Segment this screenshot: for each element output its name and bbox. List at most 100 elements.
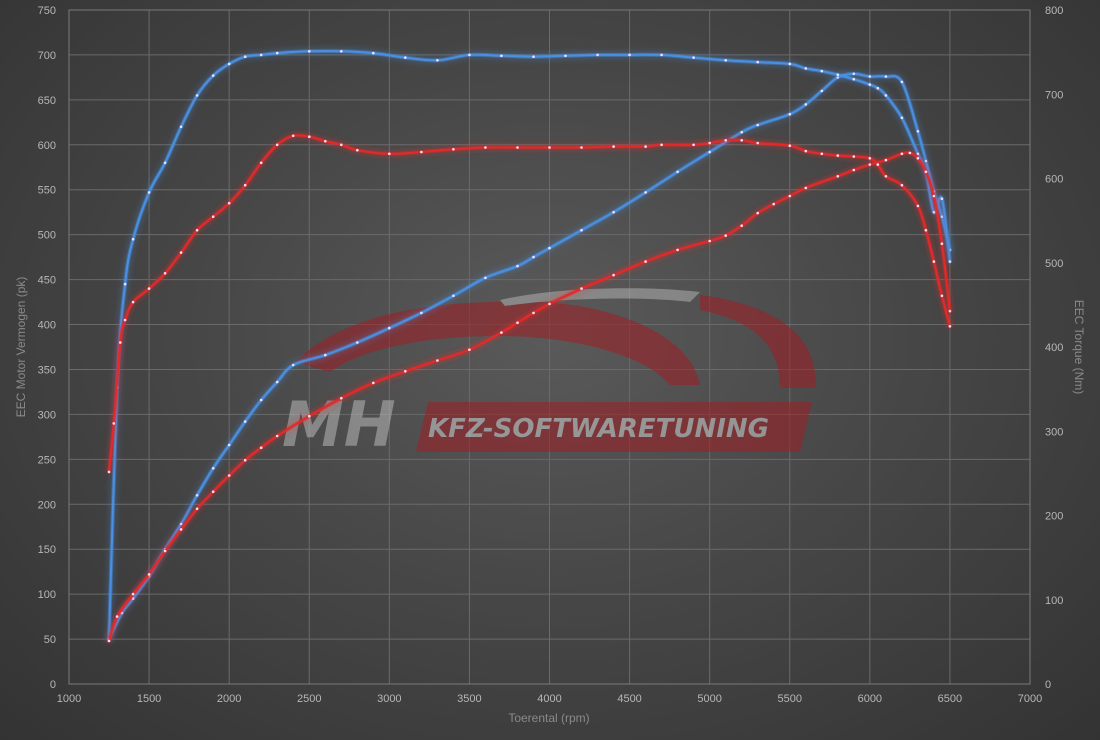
- data-point: [163, 272, 167, 275]
- data-point: [876, 86, 880, 90]
- y-tick-label-right: 500: [1045, 258, 1063, 270]
- data-point: [243, 420, 247, 423]
- data-point: [644, 145, 647, 148]
- y-tick-label-right: 0: [1045, 679, 1051, 691]
- data-point: [916, 157, 920, 160]
- data-point: [932, 260, 936, 263]
- data-point: [532, 55, 535, 58]
- data-point: [940, 294, 944, 298]
- data-point: [836, 154, 840, 157]
- x-axis-title: Toerental (rpm): [508, 711, 589, 725]
- data-point: [291, 363, 295, 367]
- y-tick-label-right: 400: [1045, 342, 1063, 354]
- data-point: [580, 228, 583, 232]
- data-point: [940, 242, 944, 245]
- data-point: [628, 53, 631, 57]
- series-glow: [107, 71, 952, 642]
- data-point: [820, 89, 824, 93]
- data-point: [884, 94, 888, 97]
- series-line: [108, 151, 951, 642]
- data-point: [932, 194, 936, 198]
- data-point: [900, 116, 904, 120]
- data-point: [452, 148, 455, 151]
- data-point: [900, 183, 904, 187]
- data-point: [740, 139, 743, 142]
- data-point: [948, 260, 952, 263]
- y-tick-label-right: 800: [1045, 5, 1063, 17]
- data-point: [900, 152, 904, 156]
- data-point: [836, 175, 840, 178]
- data-point: [644, 260, 647, 263]
- data-point: [107, 639, 111, 643]
- data-point: [259, 53, 263, 57]
- data-point: [852, 77, 856, 81]
- data-point: [275, 434, 279, 438]
- data-point: [580, 146, 583, 149]
- y-tick-label-left: 350: [38, 364, 56, 376]
- data-point: [852, 155, 856, 158]
- data-point: [484, 146, 487, 149]
- data-point: [708, 239, 711, 243]
- y-tick-label-right: 600: [1045, 174, 1063, 186]
- y-tick-label-left: 450: [38, 275, 56, 287]
- data-point: [211, 215, 215, 218]
- series-stock_torque: [107, 150, 952, 643]
- data-point: [924, 159, 928, 163]
- axes: 1000 1500 2000 2500 3000 3500 4000 4500 5000 5500…: [38, 5, 1064, 705]
- data-point: [500, 54, 503, 58]
- data-point: [147, 573, 151, 576]
- data-point: [804, 186, 808, 190]
- data-point: [724, 139, 727, 142]
- data-point: [948, 325, 952, 328]
- data-point: [788, 144, 792, 147]
- data-point: [532, 255, 535, 259]
- data-point: [612, 210, 615, 214]
- data-point: [884, 158, 888, 162]
- data-point: [564, 54, 567, 58]
- data-point: [243, 55, 247, 58]
- data-point: [548, 246, 551, 250]
- data-point: [868, 75, 872, 78]
- data-point: [916, 204, 920, 208]
- data-point: [756, 123, 759, 127]
- data-point: [756, 141, 759, 145]
- data-point: [804, 149, 808, 153]
- data-point: [308, 414, 311, 418]
- data-point: [836, 73, 840, 76]
- y-tick-label-left: 200: [38, 499, 56, 511]
- grid-lines: [68, 9, 1031, 685]
- data-point: [804, 103, 808, 106]
- series-stock_power: [107, 133, 952, 474]
- y-tick-label-left: 650: [38, 95, 56, 107]
- y-axis-title-right: EEC Torque (Nm): [1072, 300, 1086, 394]
- data-point: [884, 75, 888, 78]
- x-tick-label: 3000: [377, 693, 401, 705]
- data-point: [291, 134, 295, 138]
- data-point: [123, 282, 127, 286]
- data-point: [788, 62, 792, 66]
- data-point: [112, 422, 116, 425]
- data-point: [884, 175, 888, 178]
- x-tick-label: 4000: [537, 693, 561, 705]
- data-point: [147, 191, 151, 194]
- data-point: [788, 112, 792, 116]
- data-point: [275, 143, 279, 147]
- x-tick-label: 2000: [217, 693, 241, 705]
- data-point: [436, 359, 439, 362]
- y-tick-label-left: 300: [38, 409, 56, 421]
- y-tick-label-left: 250: [38, 454, 56, 466]
- data-point: [227, 443, 231, 447]
- y-tick-label-left: 550: [38, 185, 56, 197]
- data-point: [356, 148, 359, 152]
- mh-watermark-logo: MH KFZ-SOFTWARETUNING: [282, 288, 816, 461]
- data-point: [932, 210, 936, 214]
- data-point: [548, 146, 551, 149]
- data-point: [227, 474, 231, 477]
- data-point: [788, 194, 792, 198]
- data-point: [612, 273, 615, 277]
- data-point: [740, 130, 743, 134]
- data-point: [724, 234, 727, 237]
- data-point: [660, 143, 663, 147]
- data-point: [676, 170, 679, 174]
- x-tick-label: 5500: [778, 693, 802, 705]
